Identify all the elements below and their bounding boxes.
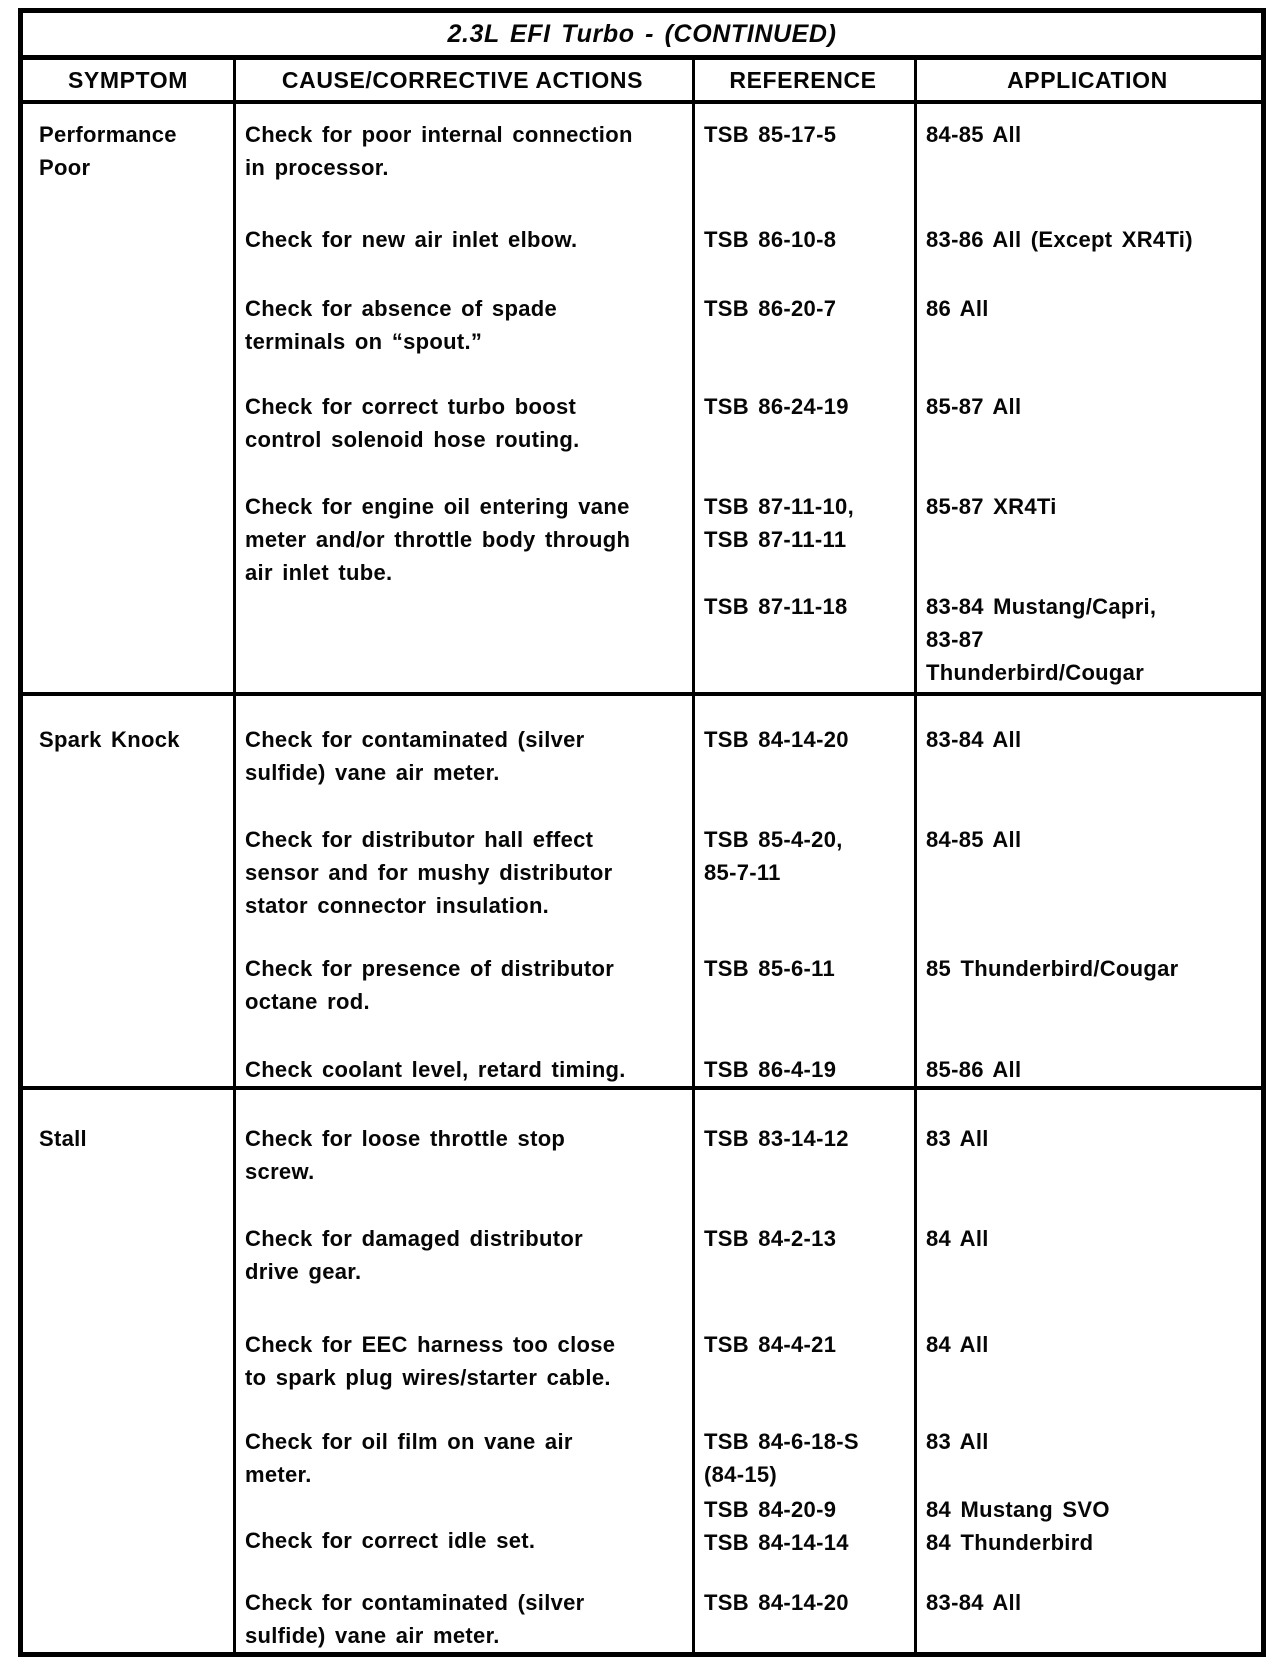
reference-cell: TSB 83-14-12 (704, 1126, 849, 1151)
application-cell: 83 All (926, 1429, 989, 1454)
section-performance-poor: Performance Poor Check for poor internal… (23, 104, 1261, 696)
column-divider (233, 60, 236, 100)
application-cell: 84 Mustang SVO 84 Thunderbird (926, 1497, 1110, 1555)
application-cell: 84-85 All (926, 827, 1022, 852)
cause-cell: Check for absence of spade terminals on … (245, 296, 558, 354)
column-divider (914, 696, 917, 1086)
column-divider (692, 1090, 695, 1652)
cause-cell: Check for presence of distributor octane… (245, 956, 615, 1014)
cause-cell: Check for engine oil entering vane meter… (245, 494, 631, 585)
reference-cell: TSB 86-4-19 (704, 1057, 837, 1082)
table-title-text: 2.3L EFI Turbo - (CONTINUED) (447, 19, 837, 48)
table-title: 2.3L EFI Turbo - (CONTINUED) (23, 13, 1261, 60)
application-cell: 83-84 Mustang/Capri, 83-87 Thunderbird/C… (926, 594, 1157, 685)
cause-cell: Check coolant level, retard timing. (245, 1057, 626, 1082)
column-divider (233, 696, 236, 1086)
cause-cell: Check for new air inlet elbow. (245, 227, 578, 252)
reference-cell: TSB 85-6-11 (704, 956, 836, 981)
cause-cell: Check for contaminated (silver sulfide) … (245, 727, 585, 785)
column-divider (914, 104, 917, 692)
column-divider (692, 60, 695, 100)
reference-cell: TSB 86-20-7 (704, 296, 837, 321)
reference-cell: TSB 86-10-8 (704, 227, 837, 252)
section-spark-knock: Spark Knock Check for contaminated (silv… (23, 696, 1261, 1090)
column-divider (692, 104, 695, 692)
application-cell: 84 All (926, 1226, 989, 1251)
cause-cell: Check for distributor hall effect sensor… (245, 827, 613, 918)
reference-cell: TSB 87-11-18 (704, 594, 848, 619)
cause-cell: Check for oil film on vane air meter. (245, 1429, 573, 1487)
cause-cell: Check for correct turbo boost control so… (245, 394, 580, 452)
column-header-cause: CAUSE/CORRECTIVE ACTIONS (281, 66, 644, 93)
application-cell: 84 All (926, 1332, 989, 1357)
column-divider (233, 1090, 236, 1652)
reference-cell: TSB 84-2-13 (704, 1226, 837, 1251)
table-header-row: SYMPTOM CAUSE/CORRECTIVE ACTIONS REFEREN… (23, 60, 1261, 104)
application-cell: 85-87 All (926, 394, 1022, 419)
column-header-reference: REFERENCE (729, 66, 877, 93)
symptom-cell: Spark Knock (39, 727, 180, 752)
cause-cell: Check for poor internal connection in pr… (245, 122, 633, 180)
reference-cell: TSB 86-24-19 (704, 394, 849, 419)
application-cell: 83-86 All (Except XR4Ti) (926, 227, 1193, 252)
column-header-symptom: SYMPTOM (67, 66, 189, 93)
application-cell: 85-87 XR4Ti (926, 494, 1057, 519)
symptom-cell: Stall (39, 1126, 87, 1151)
reference-cell: TSB 87-11-10, TSB 87-11-11 (704, 494, 854, 552)
cause-cell: Check for damaged distributor drive gear… (245, 1226, 583, 1284)
reference-cell: TSB 84-14-20 (704, 727, 849, 752)
application-cell: 86 All (926, 296, 989, 321)
reference-cell: TSB 85-4-20, 85-7-11 (704, 827, 843, 885)
application-cell: 83-84 All (926, 1590, 1022, 1615)
tsb-troubleshooting-table: 2.3L EFI Turbo - (CONTINUED) SYMPTOM CAU… (18, 8, 1266, 1657)
reference-cell: TSB 85-17-5 (704, 122, 837, 147)
application-cell: 85-86 All (926, 1057, 1022, 1082)
column-divider (914, 1090, 917, 1652)
cause-cell: Check for EEC harness too close to spark… (245, 1332, 616, 1390)
application-cell: 85 Thunderbird/Cougar (926, 956, 1179, 981)
column-header-application: APPLICATION (1007, 66, 1168, 93)
cause-cell: Check for loose throttle stop screw. (245, 1126, 566, 1184)
cause-cell (233, 589, 692, 689)
cause-cell: Check for correct idle set. (245, 1528, 536, 1553)
symptom-cell: Performance Poor (39, 122, 177, 180)
application-cell: 84-85 All (926, 122, 1022, 147)
column-divider (692, 696, 695, 1086)
reference-cell: TSB 84-14-20 (704, 1590, 849, 1615)
application-cell: 83-84 All (926, 727, 1022, 752)
section-stall: Stall Check for loose throttle stop scre… (23, 1090, 1261, 1652)
application-cell: 83 All (926, 1126, 989, 1151)
reference-cell: TSB 84-6-18-S (84-15) (704, 1429, 859, 1487)
reference-cell: TSB 84-4-21 (704, 1332, 837, 1357)
reference-cell: TSB 84-20-9 TSB 84-14-14 (704, 1497, 849, 1555)
column-divider (914, 60, 917, 100)
cause-cell: Check for contaminated (silver sulfide) … (245, 1590, 585, 1648)
column-divider (233, 104, 236, 692)
